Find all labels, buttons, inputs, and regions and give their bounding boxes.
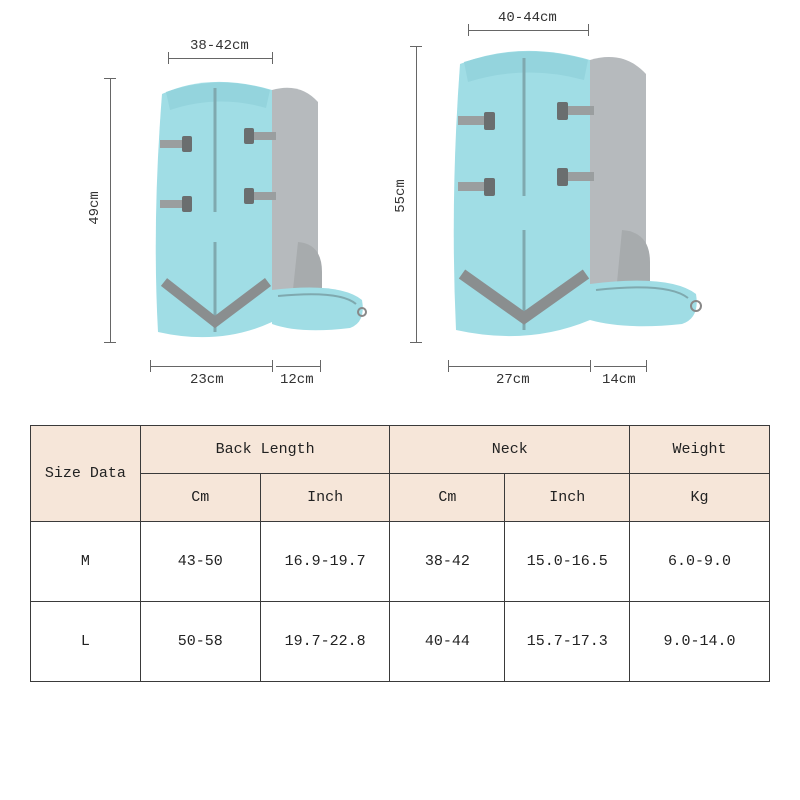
sub-neck-inch: Inch [505, 474, 630, 522]
cell: 15.0-16.5 [505, 522, 630, 602]
bag-m-group: 38-42cm 49cm 23cm 12cm [0, 0, 400, 400]
bag-m-height-label: 49cm [87, 191, 103, 225]
bag-l-group: 40-44cm 55cm 27cm 14cm [370, 0, 800, 400]
table-row: L 50-58 19.7-22.8 40-44 15.7-17.3 9.0-14… [31, 602, 770, 682]
sub-neck-cm: Cm [390, 474, 505, 522]
bag-m-side-label: 12cm [280, 372, 314, 388]
size-table: Size Data Back Length Neck Weight Cm Inc… [30, 425, 770, 682]
bag-l-height-label: 55cm [393, 179, 409, 213]
diagram-area: 38-42cm 49cm 23cm 12cm [0, 0, 800, 400]
cell: 15.7-17.3 [505, 602, 630, 682]
cell: 38-42 [390, 522, 505, 602]
bag-l-top-label: 40-44cm [498, 10, 557, 26]
bag-m-depth-label: 23cm [190, 372, 224, 388]
cell: 9.0-14.0 [630, 602, 770, 682]
col-group-weight: Weight [630, 426, 770, 474]
size-m: M [31, 522, 141, 602]
bag-l-depth-label: 27cm [496, 372, 530, 388]
table-row: M 43-50 16.9-19.7 38-42 15.0-16.5 6.0-9.… [31, 522, 770, 602]
sub-back-inch: Inch [260, 474, 390, 522]
size-l: L [31, 602, 141, 682]
cell: 6.0-9.0 [630, 522, 770, 602]
table-corner: Size Data [31, 426, 141, 522]
bag-l-side-label: 14cm [602, 372, 636, 388]
bag-m-illustration [150, 72, 370, 352]
col-group-back-length: Back Length [140, 426, 390, 474]
cell: 43-50 [140, 522, 260, 602]
sub-back-cm: Cm [140, 474, 260, 522]
cell: 19.7-22.8 [260, 602, 390, 682]
cell: 16.9-19.7 [260, 522, 390, 602]
bag-l-illustration [448, 40, 708, 352]
bag-m-top-label: 38-42cm [190, 38, 249, 54]
cell: 50-58 [140, 602, 260, 682]
cell: 40-44 [390, 602, 505, 682]
sub-weight-kg: Kg [630, 474, 770, 522]
col-group-neck: Neck [390, 426, 630, 474]
